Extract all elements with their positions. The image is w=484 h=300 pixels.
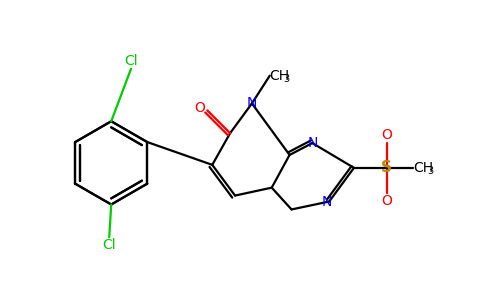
Text: CH: CH xyxy=(413,161,434,175)
Text: N: N xyxy=(307,136,318,150)
Text: S: S xyxy=(381,160,392,175)
Text: 3: 3 xyxy=(284,74,290,84)
Text: O: O xyxy=(195,101,205,116)
Text: Cl: Cl xyxy=(103,238,116,252)
Text: O: O xyxy=(381,128,392,142)
Text: O: O xyxy=(381,194,392,208)
Text: 3: 3 xyxy=(427,166,433,176)
Text: N: N xyxy=(247,96,257,110)
Text: N: N xyxy=(322,194,333,208)
Text: CH: CH xyxy=(270,69,290,83)
Text: Cl: Cl xyxy=(124,54,138,68)
